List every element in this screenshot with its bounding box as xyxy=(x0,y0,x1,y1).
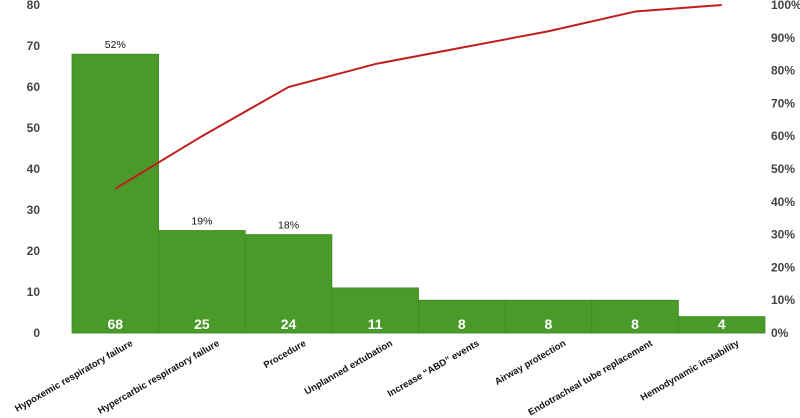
y2-tick-label: 80% xyxy=(771,64,795,78)
bar-value-label: 8 xyxy=(458,316,466,332)
bar xyxy=(244,234,333,334)
bar-percent-label: 18% xyxy=(278,220,299,232)
bar-value-label: 25 xyxy=(194,316,210,332)
bar xyxy=(331,287,419,334)
y2-tick-label: 90% xyxy=(771,31,795,45)
bar-percent-label: 19% xyxy=(191,216,212,228)
bar xyxy=(677,316,766,334)
bar-value-label: 68 xyxy=(108,316,124,332)
bar-value-label: 8 xyxy=(545,316,553,332)
y2-tick-label: 40% xyxy=(771,195,795,209)
y-tick-label: 30 xyxy=(27,203,41,217)
bar-value-label: 11 xyxy=(368,316,383,332)
cumulative-line-group xyxy=(114,4,722,190)
y-tick-label: 10 xyxy=(27,285,41,299)
y2-tick-label: 0% xyxy=(771,326,789,340)
category-label: Airway protection xyxy=(493,338,568,388)
y-tick-label: 80 xyxy=(27,0,41,12)
category-label: Unplanned extubation xyxy=(303,338,395,397)
bar xyxy=(591,299,679,334)
bar-value-label: 24 xyxy=(281,316,297,332)
category-label: Procedure xyxy=(262,338,308,371)
y-tick-label: 50 xyxy=(27,121,41,135)
cumulative-percent-line xyxy=(114,4,722,190)
bar-value-label: 4 xyxy=(718,316,726,332)
y2-tick-label: 10% xyxy=(771,293,795,307)
bar-percent-label: 52% xyxy=(105,39,126,51)
bar xyxy=(504,299,593,334)
y-tick-label: 70 xyxy=(27,39,41,53)
y-tick-label: 60 xyxy=(27,80,41,94)
bars xyxy=(71,53,766,334)
y2-tick-label: 100% xyxy=(771,0,800,12)
y-tick-label: 0 xyxy=(33,326,40,340)
bar-value-label: 8 xyxy=(631,316,639,332)
y2-tick-label: 70% xyxy=(771,96,795,110)
axes: 0 10 20 30 40 50 60 70 80 0% 10% 20% 30% 40% 50% 60% 70%… xyxy=(27,0,800,340)
y2-tick-label: 30% xyxy=(771,228,795,242)
y2-tick-label: 60% xyxy=(771,129,795,143)
y2-tick-label: 50% xyxy=(771,162,795,176)
category-label: Increase “ABD” events xyxy=(386,338,482,400)
bar xyxy=(71,53,160,334)
y-tick-label: 20 xyxy=(27,244,41,258)
y-tick-label: 40 xyxy=(27,162,41,176)
bar xyxy=(158,230,246,334)
y2-tick-label: 20% xyxy=(771,260,795,274)
